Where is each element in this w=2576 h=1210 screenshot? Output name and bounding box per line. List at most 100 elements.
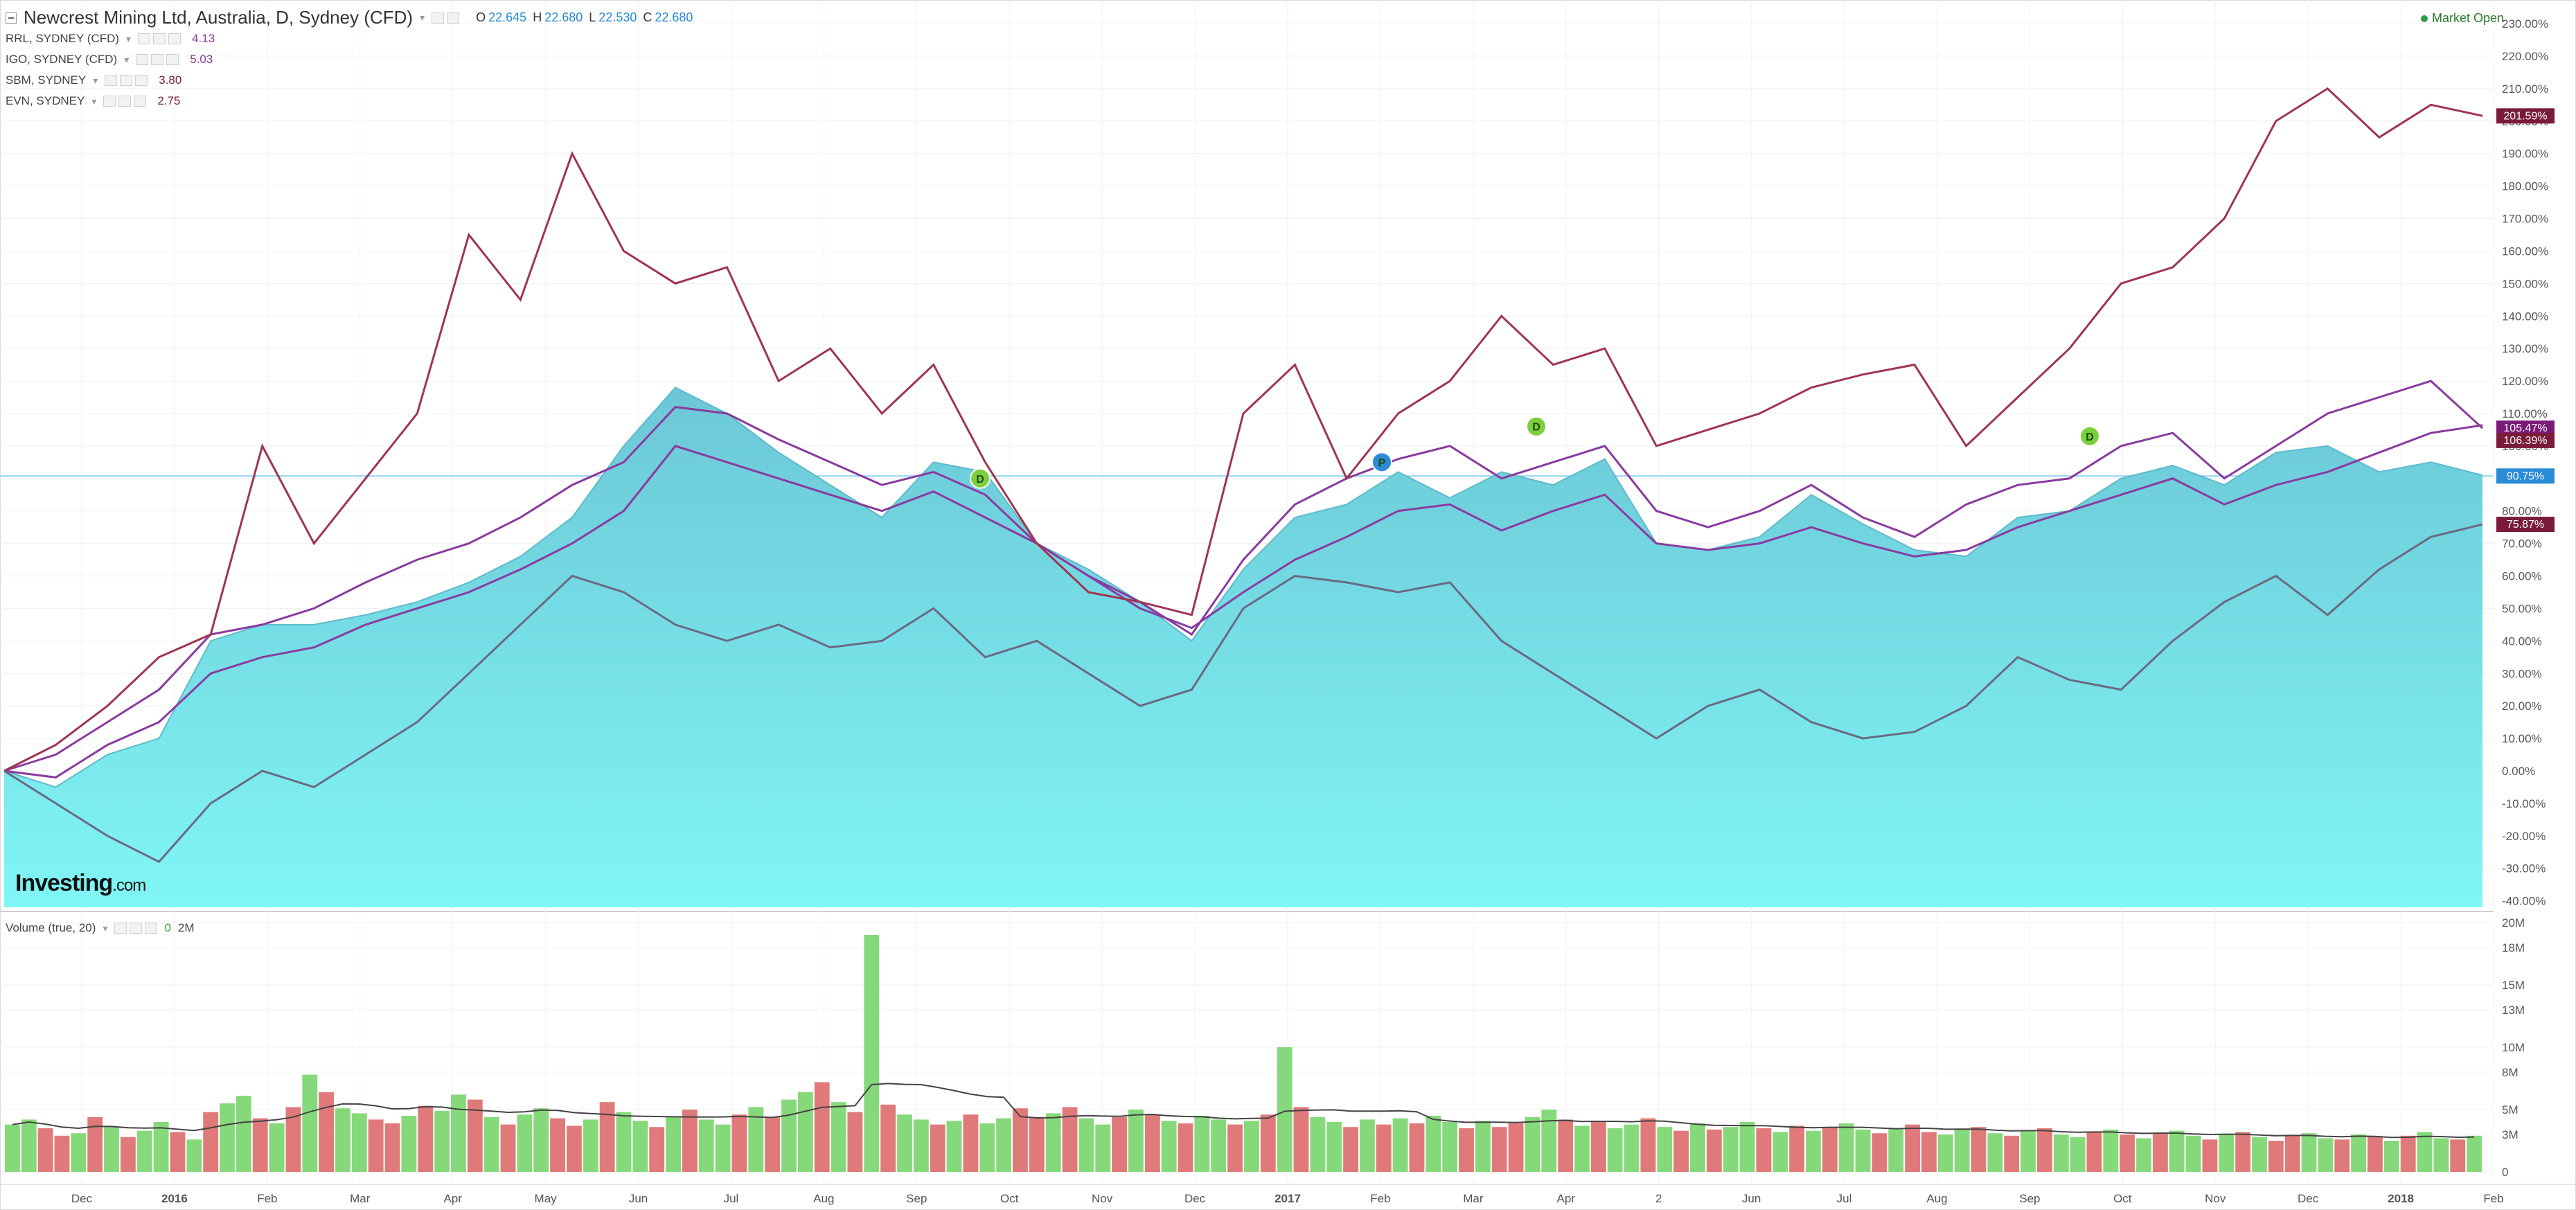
volume-bar <box>1838 1123 1854 1172</box>
x-tick-label: Apr <box>1557 1192 1576 1205</box>
volume-bar <box>1277 1047 1293 1172</box>
volume-bar <box>1640 1118 1656 1172</box>
volume-bar <box>864 935 880 1172</box>
y-tick-label: 60.00% <box>2502 570 2542 583</box>
volume-bar <box>583 1119 598 1172</box>
volume-bar <box>104 1127 119 1172</box>
volume-bar <box>1739 1122 1755 1172</box>
market-status-label: Market Open <box>2431 11 2504 25</box>
price-tag <box>2496 108 2555 124</box>
eye-icon[interactable] <box>432 12 445 24</box>
chevron-down-icon[interactable]: ▾ <box>420 12 425 23</box>
close-icon[interactable] <box>134 96 147 107</box>
main-symbol-title: Newcrest Mining Ltd, Australia, D, Sydne… <box>24 7 414 28</box>
volume-bar <box>285 1107 301 1172</box>
close-icon[interactable] <box>135 75 148 86</box>
x-tick-label: Feb <box>257 1192 277 1205</box>
volume-bar <box>2136 1138 2151 1172</box>
volume-bar <box>616 1112 632 1172</box>
volume-bar <box>814 1082 830 1172</box>
price-tag-label: 106.39% <box>2503 435 2547 447</box>
volume-label: Volume (true, 20) <box>6 921 96 934</box>
close-icon[interactable] <box>166 54 179 65</box>
eye-icon[interactable] <box>138 33 151 44</box>
x-tick-label: Mar <box>350 1192 371 1205</box>
series-buttons <box>114 923 158 934</box>
volume-bar <box>731 1114 747 1172</box>
volume-bar <box>1178 1123 1193 1172</box>
logo-suffix: .com <box>112 876 146 895</box>
volume-bar <box>649 1127 665 1172</box>
volume-bar <box>2417 1132 2433 1172</box>
close-icon[interactable] <box>168 33 181 44</box>
y-tick-label: 30.00% <box>2502 667 2542 680</box>
volume-bar <box>946 1121 962 1172</box>
x-tick-label: Dec <box>71 1192 93 1205</box>
comparison-row-sbm[interactable]: SBM, SYDNEY ▾ 3.80 <box>6 70 695 91</box>
chevron-down-icon[interactable]: ▾ <box>103 922 108 934</box>
chevron-down-icon[interactable]: ▾ <box>126 33 132 44</box>
volume-bar <box>384 1123 400 1172</box>
volume-bar <box>1029 1116 1045 1172</box>
y-tick-label: 130.00% <box>2502 342 2548 355</box>
series-buttons <box>138 33 181 44</box>
event-marker-d <box>1526 416 1547 437</box>
volume-tick-label: 15M <box>2502 979 2525 992</box>
volume-bar <box>996 1118 1012 1172</box>
volume-bar <box>2185 1135 2201 1172</box>
volume-bar <box>1508 1123 1524 1172</box>
chevron-down-icon[interactable]: ▾ <box>93 74 98 86</box>
eye-icon[interactable] <box>105 75 118 86</box>
settings-icon[interactable] <box>151 54 164 65</box>
settings-icon[interactable] <box>130 923 143 934</box>
volume-legend[interactable]: Volume (true, 20) ▾ 0 2M <box>6 921 195 935</box>
volume-bar <box>599 1102 615 1172</box>
series-line-sbm <box>3 87 2483 772</box>
y-tick-label: -40.00% <box>2502 895 2546 908</box>
settings-icon[interactable] <box>120 75 133 86</box>
collapse-icon[interactable] <box>6 12 17 24</box>
comparison-row-igo[interactable]: IGO, SYDNEY (CFD) ▾ 5.03 <box>6 49 695 70</box>
volume-bar <box>2120 1135 2135 1172</box>
x-tick-label: Dec <box>2298 1192 2319 1205</box>
volume-bar <box>1078 1118 1094 1172</box>
y-tick-label: 170.00% <box>2502 213 2548 226</box>
chevron-down-icon[interactable]: ▾ <box>91 95 97 107</box>
volume-bar <box>186 1139 202 1172</box>
volume-bar <box>2053 1135 2069 1172</box>
comparison-symbol: SBM, SYDNEY <box>6 73 87 87</box>
open-label: O <box>476 10 486 24</box>
main-symbol-row[interactable]: Newcrest Mining Ltd, Australia, D, Sydne… <box>6 7 695 28</box>
close-icon[interactable] <box>145 923 158 934</box>
comparison-row-evn[interactable]: EVN, SYDNEY ▾ 2.75 <box>6 91 695 112</box>
price-tag-label: 105.47% <box>2503 422 2547 434</box>
volume-bar <box>2318 1138 2334 1172</box>
ohlc-values: O 22.645 H 22.680 L 22.530 C 22.680 <box>476 10 695 25</box>
comparison-row-rrl[interactable]: RRL, SYDNEY (CFD) ▾ 4.13 <box>6 28 695 49</box>
chevron-down-icon[interactable]: ▾ <box>124 53 130 65</box>
price-tag-label: 90.75% <box>2507 470 2544 482</box>
volume-bar <box>2169 1130 2185 1172</box>
price-tag-label: 201.59% <box>2503 110 2547 122</box>
x-tick-label: Sep <box>906 1192 927 1205</box>
volume-bar <box>1590 1121 1606 1172</box>
price-tag <box>2496 432 2555 448</box>
volume-bar <box>567 1126 582 1172</box>
volume-bar <box>500 1124 516 1172</box>
volume-bar <box>5 1124 20 1172</box>
settings-icon[interactable] <box>153 33 166 44</box>
x-tick-label: 2 <box>1655 1192 1662 1205</box>
eye-icon[interactable] <box>103 96 116 107</box>
settings-icon[interactable] <box>118 96 132 107</box>
settings-icon[interactable] <box>447 12 460 24</box>
volume-bar <box>1062 1107 1078 1172</box>
chart-legend: Newcrest Mining Ltd, Australia, D, Sydne… <box>6 7 695 112</box>
x-tick-label: Feb <box>2483 1192 2503 1205</box>
volume-bar <box>517 1114 533 1172</box>
eye-icon[interactable] <box>136 54 149 65</box>
volume-bar <box>1706 1129 1722 1172</box>
series-line-rrl <box>3 380 2484 772</box>
volume-moving-average-line <box>12 1083 2475 1139</box>
open-value: 22.645 <box>488 10 527 24</box>
eye-icon[interactable] <box>114 923 127 934</box>
